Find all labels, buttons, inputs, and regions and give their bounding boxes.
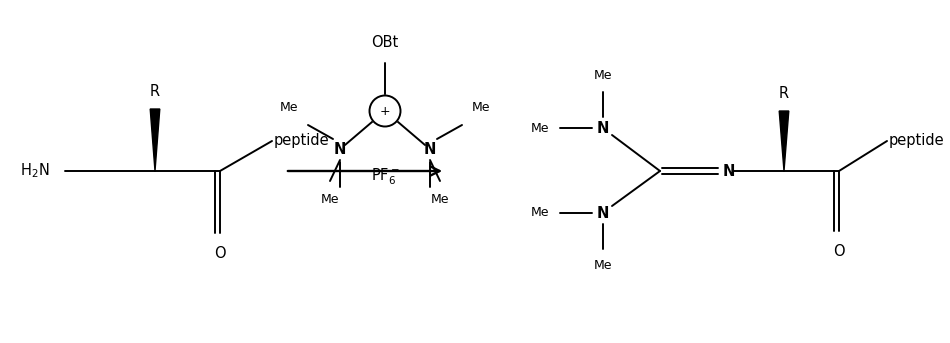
- Text: N: N: [597, 120, 609, 135]
- Text: R: R: [150, 84, 160, 99]
- Text: O: O: [833, 244, 845, 259]
- Text: Me: Me: [530, 121, 549, 134]
- Text: N: N: [424, 142, 436, 156]
- Text: +: +: [380, 105, 390, 118]
- Text: peptide: peptide: [889, 132, 944, 147]
- Text: R: R: [779, 86, 789, 101]
- Polygon shape: [150, 109, 160, 171]
- Text: peptide: peptide: [274, 132, 330, 147]
- Text: N: N: [723, 164, 735, 178]
- Text: Me: Me: [594, 69, 612, 82]
- Text: H$_2$N: H$_2$N: [21, 162, 50, 180]
- Text: Me: Me: [530, 206, 549, 220]
- Text: N: N: [333, 142, 346, 156]
- Circle shape: [370, 95, 401, 127]
- Text: Me: Me: [279, 101, 298, 114]
- Text: Me: Me: [472, 101, 490, 114]
- Text: Me: Me: [430, 193, 449, 206]
- Text: N: N: [597, 205, 609, 221]
- Text: PF$_6^-$: PF$_6^-$: [370, 167, 399, 187]
- Text: Me: Me: [594, 259, 612, 272]
- Polygon shape: [779, 111, 788, 171]
- Text: O: O: [214, 246, 226, 261]
- Text: Me: Me: [321, 193, 339, 206]
- Text: OBt: OBt: [371, 35, 399, 50]
